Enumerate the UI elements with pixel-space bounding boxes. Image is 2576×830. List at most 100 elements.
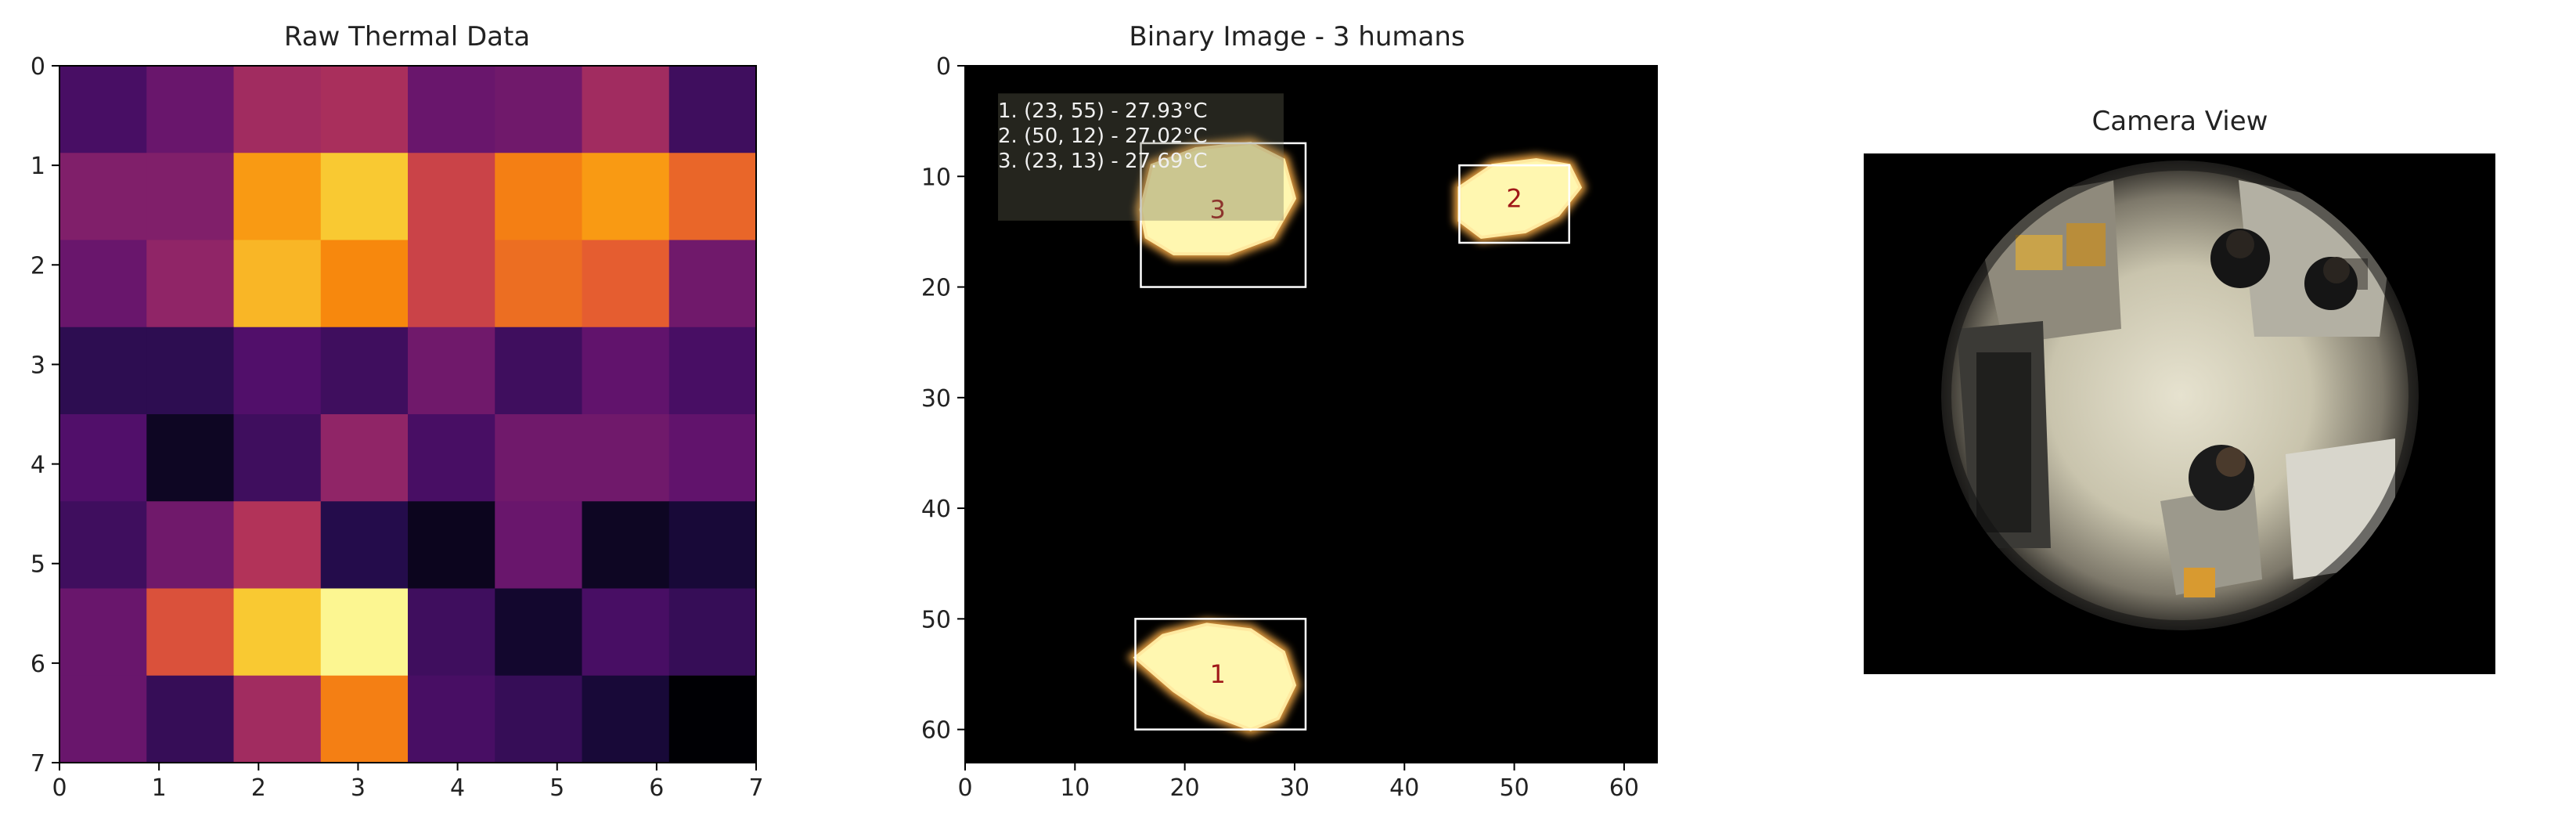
bounding-box [1458, 164, 1570, 244]
heatmap-cell [320, 675, 409, 763]
heatmap-cell [59, 501, 147, 589]
x-tick-label: 5 [549, 774, 564, 802]
heatmap-cell [582, 66, 670, 153]
heatmap-cell [408, 675, 495, 763]
y-tick-label: 50 [921, 606, 951, 633]
blob-label: 2 [1506, 184, 1522, 214]
heatmap-cell [408, 501, 495, 589]
heatmap-cell [582, 240, 670, 328]
y-tick-label: 0 [31, 53, 45, 81]
blob-label: 1 [1210, 659, 1226, 689]
y-tick-label: 7 [31, 750, 45, 778]
x-tick-label: 30 [1280, 774, 1310, 802]
heatmap-cell [233, 588, 322, 677]
x-tick-label: 4 [450, 774, 465, 802]
blob-1: 1 [1126, 618, 1307, 736]
y-tick-label: 1 [31, 153, 45, 180]
heatmap-cell [146, 414, 234, 502]
binary-axes: 0 10 20 30 40 50 60 0 10 20 30 40 50 60 [921, 53, 1639, 802]
heatmap-cell [233, 240, 322, 328]
x-tick-label: 60 [1609, 774, 1639, 802]
x-tick-label: 7 [748, 774, 763, 802]
camera-view-panel: Camera View [1864, 106, 2495, 674]
x-tick-label: 40 [1389, 774, 1419, 802]
heatmap-cell [582, 501, 670, 589]
blob-2: 2 [1454, 154, 1587, 244]
blob-3: 3 [1135, 137, 1307, 288]
heatmap-cell [408, 327, 495, 415]
y-tick-label: 4 [31, 452, 45, 479]
heatmap-cell [582, 153, 670, 240]
heatmap-cell [146, 66, 234, 153]
heatmap-cell [146, 501, 234, 589]
heatmap-cell [408, 414, 495, 502]
camera-fisheye-image [1941, 161, 2419, 630]
heatmap-cell [146, 327, 234, 415]
heatmap-cell [59, 66, 147, 153]
heatmap-cell [495, 153, 582, 240]
heatmap-frame [59, 65, 757, 763]
heatmap-cell [146, 153, 234, 240]
heatmap-cell [146, 675, 234, 763]
heatmap-cell [495, 66, 582, 153]
y-tick-label: 2 [31, 252, 45, 280]
heatmap-cell [668, 588, 757, 677]
heatmap-cell [668, 675, 757, 763]
heatmap-cell [233, 501, 322, 589]
heatmap-cell [59, 153, 147, 240]
heatmap-cell [233, 66, 322, 153]
binary-annotations: 1. (23, 55) - 27.93°C 2. (50, 12) - 27.0… [998, 99, 1208, 173]
heatmap-cell [668, 327, 757, 415]
heatmap-cell [59, 588, 147, 677]
y-tick-label: 5 [31, 551, 45, 579]
x-tick-label: 1 [152, 774, 167, 802]
x-tick-label: 2 [251, 774, 266, 802]
heatmap-cell [668, 66, 757, 153]
heatmap-cell [582, 675, 670, 763]
y-tick-label: 3 [31, 352, 45, 379]
y-tick-label: 40 [921, 496, 951, 523]
heatmap-cell [233, 675, 322, 763]
heatmap-cell [59, 240, 147, 328]
x-tick-label: 10 [1060, 774, 1090, 802]
annotation-line-2: 2. (50, 12) - 27.02°C [998, 125, 1208, 148]
y-tick-label: 60 [921, 717, 951, 745]
heatmap-cell [233, 327, 322, 415]
heatmap-cells [59, 66, 757, 763]
y-tick-label: 20 [921, 275, 951, 302]
heatmap-cell [495, 588, 582, 677]
heatmap-cell [320, 501, 409, 589]
heatmap-cell [233, 414, 322, 502]
binary-image-panel: Binary Image - 3 humans 1 2 3 1. (23, 55) … [921, 21, 1658, 802]
heatmap-cell [320, 240, 409, 328]
bounding-box [1140, 142, 1307, 288]
y-tick-label: 10 [921, 164, 951, 191]
heatmap-cell [59, 327, 147, 415]
heatmap-cell [320, 414, 409, 502]
heatmap-cell [495, 240, 582, 328]
bounding-box [1134, 618, 1307, 731]
annotation-box [998, 93, 1284, 221]
heatmap-cell [408, 240, 495, 328]
heatmap-cell [408, 153, 495, 240]
x-tick-label: 0 [957, 774, 972, 802]
x-tick-label: 50 [1499, 774, 1529, 802]
heatmap-cell [59, 414, 147, 502]
heatmap-cell [668, 414, 757, 502]
heatmap-cell [146, 240, 234, 328]
heatmap-cell [495, 414, 582, 502]
heatmap-cell [668, 240, 757, 328]
camera-view-title: Camera View [2092, 106, 2268, 137]
y-tick-label: 6 [31, 651, 45, 678]
x-tick-label: 0 [52, 774, 67, 802]
heatmap-cell [146, 588, 234, 677]
heatmap-cell [495, 327, 582, 415]
heatmap-cell [320, 327, 409, 415]
heatmap-cell [582, 327, 670, 415]
heatmap-cell [408, 588, 495, 677]
y-tick-label: 30 [921, 385, 951, 413]
heatmap-cell [582, 414, 670, 502]
thermal-heatmap-title: Raw Thermal Data [284, 21, 530, 52]
